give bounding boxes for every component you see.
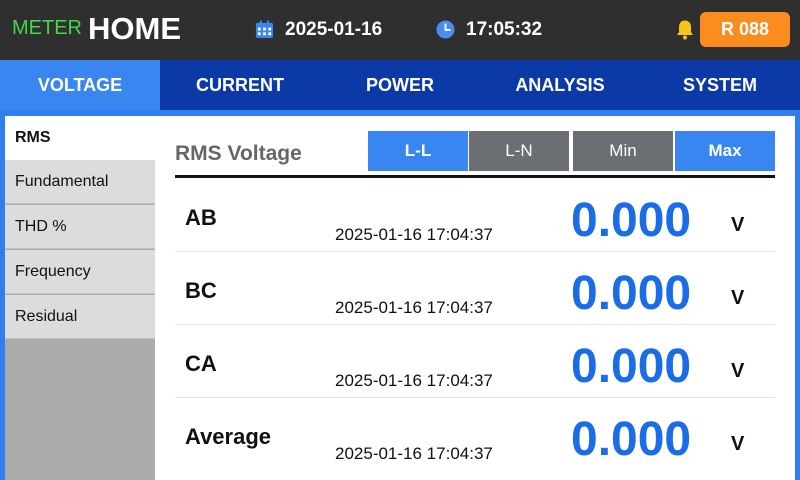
row-timestamp: 2025-01-16 17:04:37 bbox=[335, 225, 493, 244]
header-bar: METER HOME 2025-01-16 17:05:32 R 088 bbox=[0, 0, 800, 60]
measurement-row-ab: AB 2025-01-16 17:04:37 0.000 V bbox=[175, 179, 775, 252]
side-item-thd[interactable]: THD % bbox=[5, 205, 155, 249]
row-value: 0.000 bbox=[571, 267, 692, 320]
row-timestamp: 2025-01-16 17:04:37 bbox=[335, 371, 493, 390]
page-title: HOME bbox=[88, 11, 181, 46]
tab-power[interactable]: POWER bbox=[365, 74, 434, 95]
side-item-residual[interactable]: Residual bbox=[5, 295, 155, 339]
brand-prefix: METER bbox=[12, 17, 82, 39]
measurement-row-ca: CA 2025-01-16 17:04:37 0.000 V bbox=[175, 325, 775, 398]
tab-system[interactable]: SYSTEM bbox=[682, 74, 757, 95]
row-unit: V bbox=[731, 287, 745, 309]
relay-status-badge[interactable]: R 088 bbox=[700, 12, 790, 47]
row-value: 0.000 bbox=[571, 340, 692, 393]
tab-analysis[interactable]: ANALYSIS bbox=[515, 74, 605, 95]
measurement-row-average: Average 2025-01-16 17:04:37 0.000 V bbox=[175, 398, 775, 471]
row-label: BC bbox=[185, 278, 217, 303]
row-timestamp: 2025-01-16 17:04:37 bbox=[335, 298, 493, 317]
measurement-row-bc: BC 2025-01-16 17:04:37 0.000 V bbox=[175, 252, 775, 325]
tab-voltage[interactable]: VOLTAGE bbox=[0, 60, 160, 110]
mode-button-ln[interactable]: L-N bbox=[469, 131, 569, 171]
title-divider bbox=[175, 175, 775, 178]
side-item-frequency[interactable]: Frequency bbox=[5, 250, 155, 294]
time-display: 17:05:32 bbox=[466, 19, 543, 40]
row-label: AB bbox=[185, 205, 217, 230]
row-unit: V bbox=[731, 433, 745, 455]
panel-title: RMS Voltage bbox=[175, 142, 302, 165]
clock-icon bbox=[436, 20, 455, 39]
calendar-icon bbox=[255, 20, 274, 39]
row-timestamp: 2025-01-16 17:04:37 bbox=[335, 444, 493, 463]
row-unit: V bbox=[731, 360, 745, 382]
mode-button-max[interactable]: Max bbox=[675, 131, 775, 171]
date-display: 2025-01-16 bbox=[285, 19, 383, 40]
mode-button-ll[interactable]: L-L bbox=[368, 131, 468, 171]
row-label: CA bbox=[185, 351, 217, 376]
row-label: Average bbox=[185, 424, 272, 449]
main-tabbar: VOLTAGE CURRENT POWER ANALYSIS SYSTEM bbox=[0, 60, 800, 110]
bell-icon[interactable] bbox=[675, 19, 695, 40]
side-item-rms[interactable]: RMS bbox=[5, 116, 155, 160]
tab-current[interactable]: CURRENT bbox=[196, 74, 284, 95]
row-value: 0.000 bbox=[571, 413, 692, 466]
mode-button-min[interactable]: Min bbox=[573, 131, 673, 171]
row-unit: V bbox=[731, 214, 745, 236]
row-value: 0.000 bbox=[571, 194, 692, 247]
side-item-fundamental[interactable]: Fundamental bbox=[5, 160, 155, 204]
